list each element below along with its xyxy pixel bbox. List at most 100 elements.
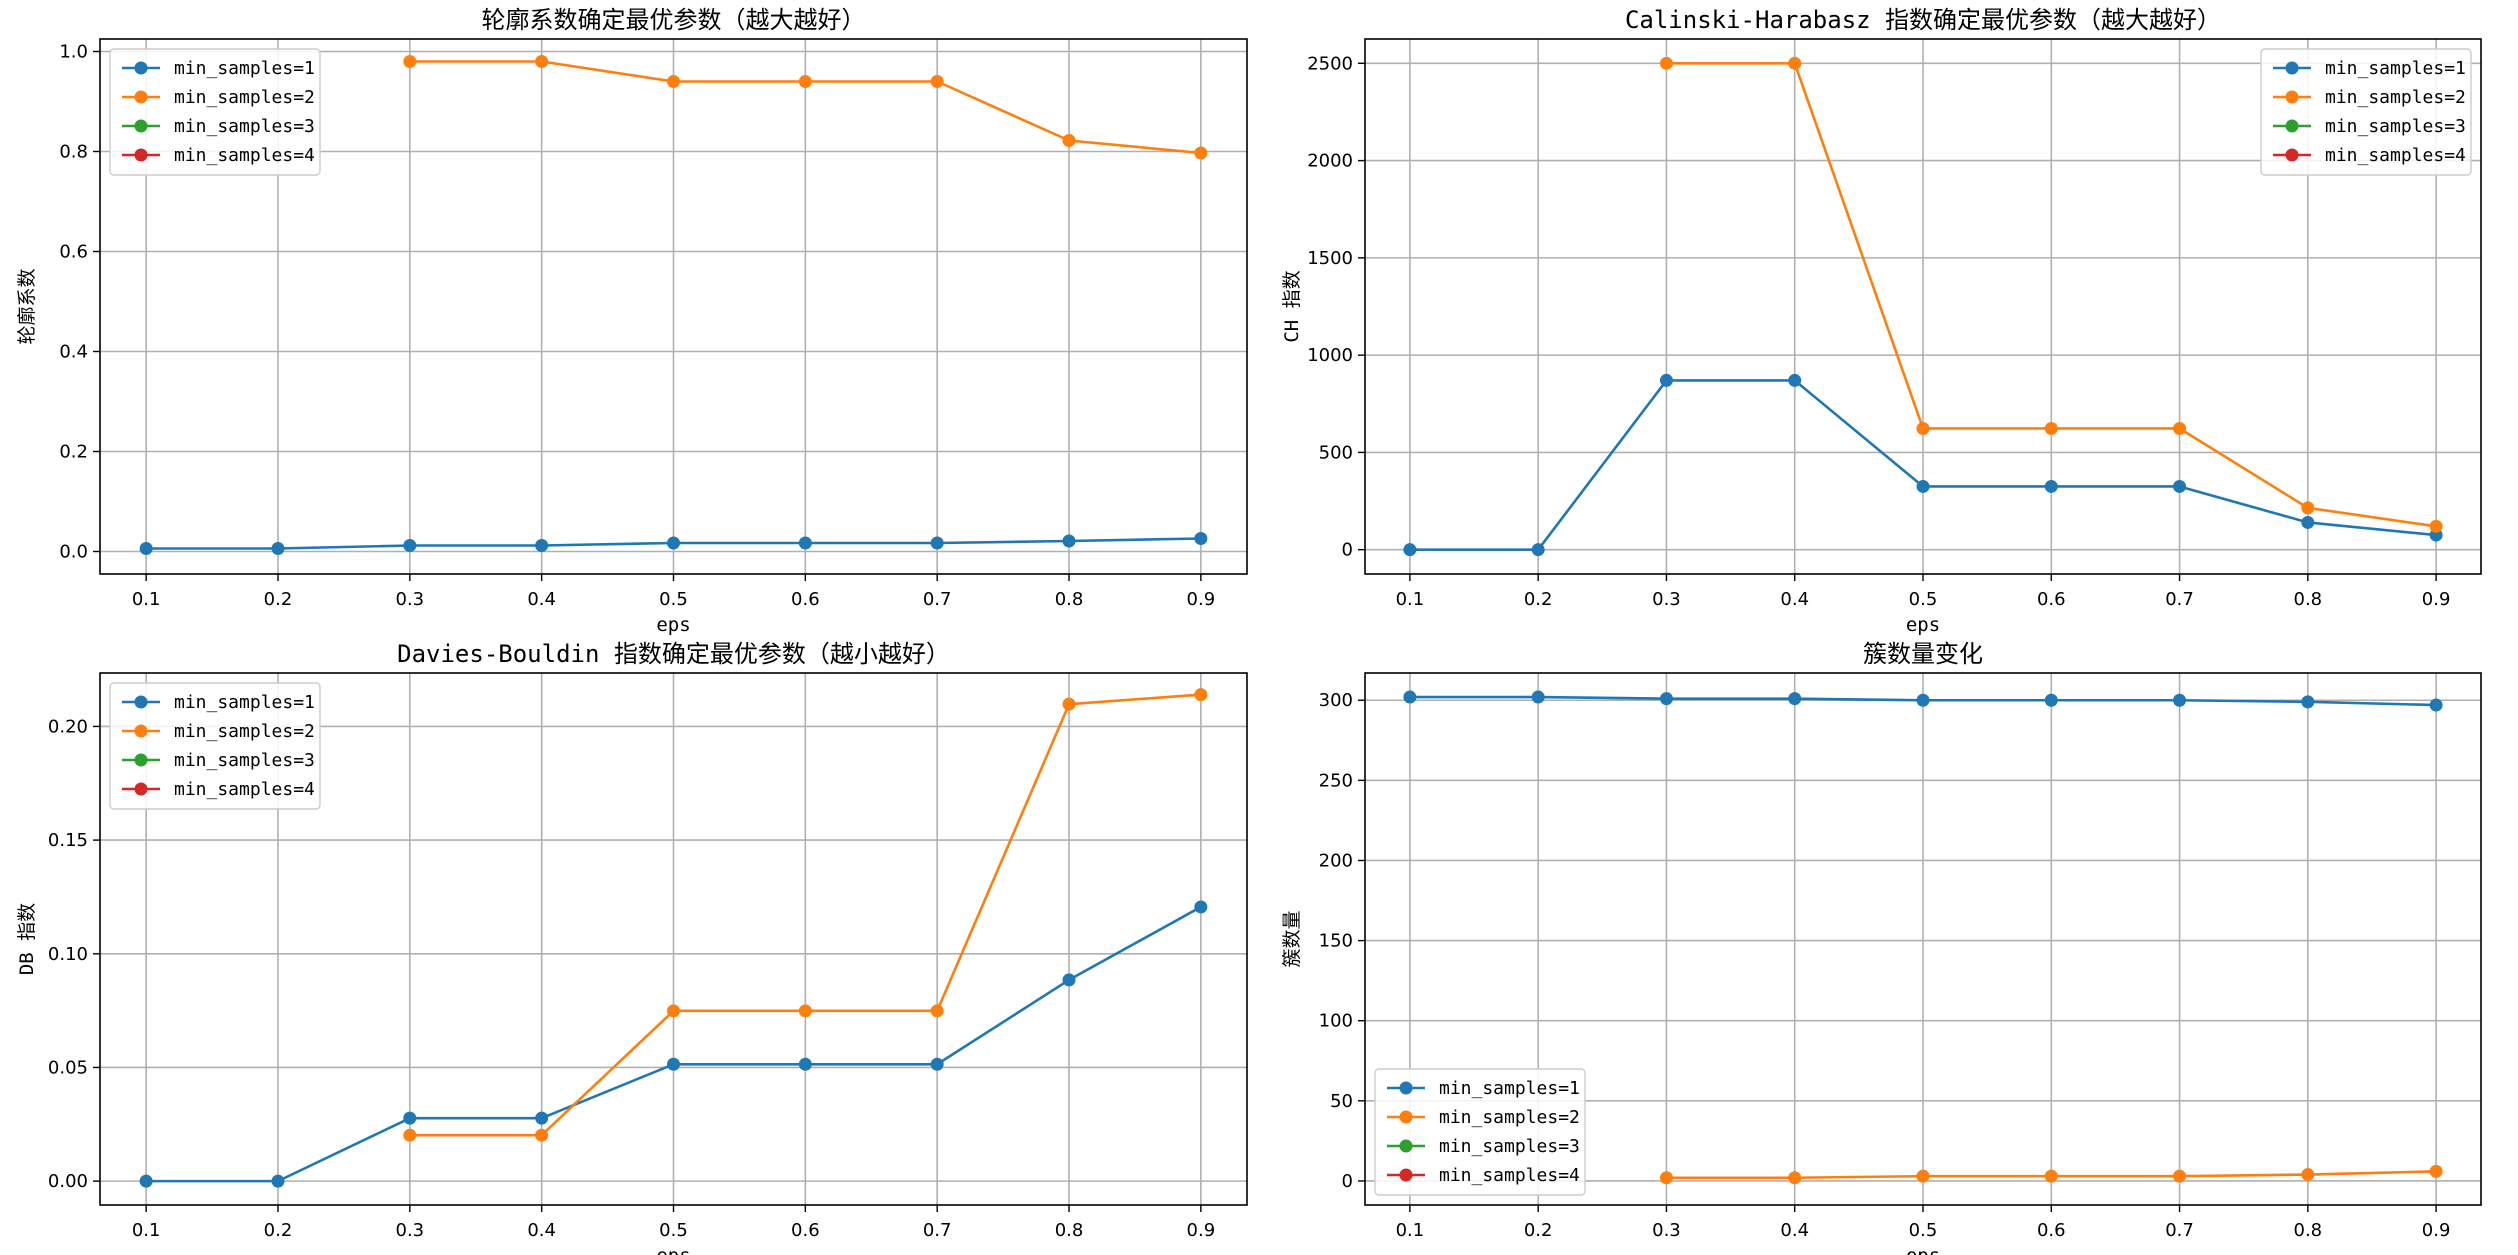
data-point	[271, 1174, 285, 1188]
data-point	[535, 1128, 549, 1142]
chart-title: 轮廓系数确定最优参数（越大越好）	[482, 6, 866, 34]
data-point	[139, 542, 153, 555]
legend-label: min_samples=2	[1439, 1107, 1580, 1128]
legend: min_samples=1 min_samples=2 min_samples=3m…	[1374, 1068, 1586, 1196]
chart-panel-2: 0.1 0.2 0.3 0.4 0.5 0.6 0.7 0.8 0.9 0 500 1000 1500 2…	[1281, 6, 2482, 636]
y-tick-label: 0.6	[59, 242, 88, 263]
data-point	[1194, 146, 1208, 160]
y-tick-label: 0	[1342, 1171, 1353, 1192]
y-tick-label: 0.00	[48, 1171, 88, 1192]
x-tick-label: 0.1	[132, 589, 161, 610]
data-point	[2173, 693, 2187, 707]
chart-title: 簇数量变化	[1863, 640, 1983, 668]
data-point	[1062, 697, 1076, 711]
y-tick-label: 1.0	[59, 42, 88, 63]
chart-panel-1: 0.1 0.2 0.3 0.4 0.5 0.6 0.7 0.8 0.9 0.0 0.2 0.4 0.6 0…	[16, 6, 1248, 636]
data-point	[2173, 479, 2187, 493]
y-tick-label: 500	[1319, 442, 1353, 463]
x-tick-label: 0.6	[791, 589, 820, 610]
y-tick-label: 0.10	[48, 944, 88, 965]
x-tick-label: 0.3	[396, 1220, 425, 1241]
y-axis-label: DB 指数	[16, 903, 38, 975]
x-tick-label: 0.3	[1652, 589, 1681, 610]
x-tick-label: 0.2	[1524, 589, 1553, 610]
data-point	[1659, 373, 1673, 387]
x-tick-label: 0.1	[1396, 589, 1425, 610]
legend-label: min_samples=3	[174, 116, 315, 137]
chart-panel-4: 0.1 0.2 0.3 0.4 0.5 0.6 0.7 0.8 0.9 0 50 100 150 200 2…	[1281, 640, 2482, 1255]
data-point	[535, 1111, 549, 1125]
data-point	[139, 1174, 153, 1188]
x-tick-label: 0.6	[2037, 589, 2066, 610]
y-tick-label: 0.15	[48, 830, 88, 851]
data-point	[1788, 692, 1802, 706]
data-point	[2044, 479, 2058, 493]
x-tick-label: 0.6	[2037, 1220, 2066, 1241]
data-point	[798, 536, 812, 550]
legend: min_samples=1 min_samples=2 min_samples=3m…	[109, 48, 321, 176]
data-point	[1531, 690, 1545, 704]
data-point	[403, 55, 417, 68]
data-point	[2301, 501, 2315, 515]
data-point	[798, 75, 812, 88]
x-tick-label: 0.4	[527, 1220, 556, 1241]
y-tick-label: 0.8	[59, 142, 88, 163]
y-tick-label: 0.05	[48, 1057, 88, 1078]
x-tick-label: 0.7	[2165, 1220, 2194, 1241]
data-point	[667, 1004, 680, 1018]
data-point	[271, 542, 285, 555]
data-point	[1531, 543, 1545, 557]
legend-label: min_samples=3	[174, 750, 315, 771]
data-point	[1194, 900, 1208, 914]
x-axis-label: eps	[1906, 1245, 1940, 1255]
legend-label: min_samples=4	[174, 779, 315, 800]
chart-title: Davies-Bouldin 指数确定最优参数（越小越好）	[397, 640, 950, 668]
legend-marker	[134, 90, 148, 104]
legend-marker	[134, 782, 148, 796]
x-tick-label: 0.9	[2422, 589, 2451, 610]
data-point	[1194, 688, 1208, 702]
data-point	[1659, 692, 1673, 706]
data-point	[1062, 973, 1076, 987]
data-point	[1194, 532, 1208, 545]
legend-label: min_samples=1	[174, 58, 315, 79]
y-tick-label: 300	[1319, 690, 1353, 711]
x-tick-label: 0.9	[2422, 1220, 2451, 1241]
legend-marker	[2285, 148, 2299, 162]
y-tick-label: 0	[1342, 540, 1353, 561]
legend-marker	[2285, 119, 2299, 133]
data-point	[1403, 543, 1417, 557]
legend: min_samples=1 min_samples=2 min_samples=3m…	[2260, 48, 2472, 176]
data-point	[403, 1111, 417, 1125]
data-point	[930, 536, 944, 550]
data-point	[1062, 134, 1076, 147]
x-tick-label: 0.8	[2294, 589, 2323, 610]
y-tick-label: 50	[1330, 1091, 1353, 1112]
data-point	[2301, 695, 2315, 709]
data-point	[2429, 1164, 2443, 1178]
x-tick-label: 0.4	[1780, 1220, 1809, 1241]
y-tick-label: 1500	[1307, 248, 1353, 269]
legend-marker	[134, 724, 148, 738]
legend-label: min_samples=2	[174, 721, 315, 742]
x-tick-label: 0.5	[659, 589, 688, 610]
chart-title: Calinski-Harabasz 指数确定最优参数（越大越好）	[1625, 6, 2221, 34]
y-tick-label: 250	[1319, 770, 1353, 791]
x-tick-label: 0.6	[791, 1220, 820, 1241]
y-tick-label: 2000	[1307, 151, 1353, 172]
chart-panel-3: 0.1 0.2 0.3 0.4 0.5 0.6 0.7 0.8 0.9 0.00 0.05 0.10 0…	[16, 640, 1248, 1255]
data-point	[403, 1128, 417, 1142]
data-point	[535, 539, 549, 552]
data-point	[667, 1057, 680, 1071]
legend-label: min_samples=2	[174, 87, 315, 108]
x-tick-label: 0.5	[1909, 1220, 1938, 1241]
legend-marker	[2285, 61, 2299, 75]
legend-marker	[134, 61, 148, 75]
x-tick-label: 0.7	[2165, 589, 2194, 610]
x-tick-label: 0.7	[923, 1220, 952, 1241]
legend-marker	[134, 119, 148, 133]
legend-marker	[134, 753, 148, 767]
x-tick-label: 0.1	[132, 1220, 161, 1241]
y-axis-label: 簇数量	[1281, 910, 1303, 967]
